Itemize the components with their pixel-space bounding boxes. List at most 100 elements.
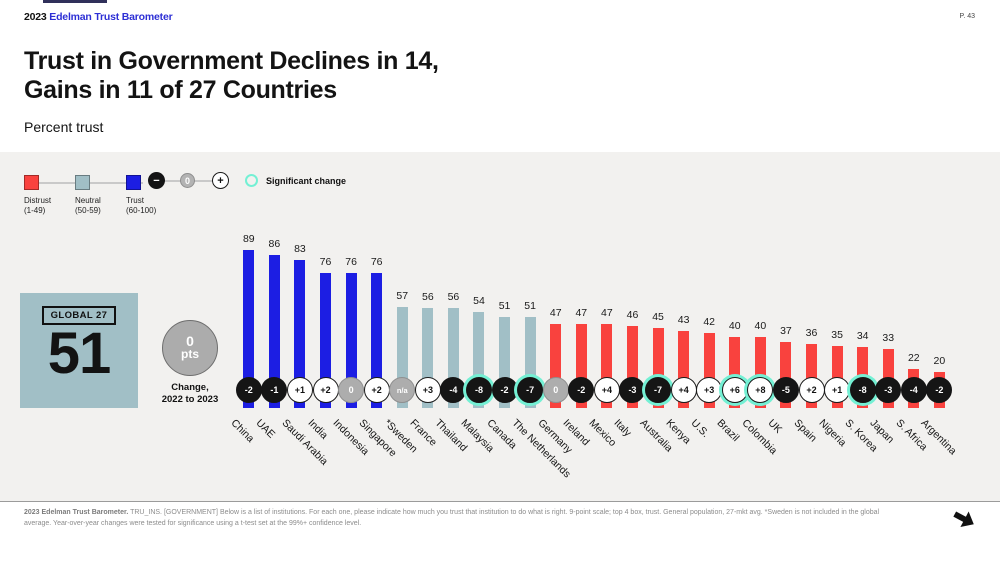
bar-column: 57 n/a *Sweden: [382, 152, 420, 456]
bar-column: 47 0 Germany: [535, 152, 574, 456]
footnote-source: 2023 Edelman Trust Barometer.: [24, 509, 129, 516]
category-label: UAE: [253, 417, 278, 441]
bar: [499, 317, 511, 408]
trust-label: Trust (60-100): [126, 196, 186, 217]
bar-column: 56 -4 Thailand: [433, 152, 470, 454]
global-27-tag: GLOBAL 27: [41, 306, 117, 325]
bar-column: 34 -8 S. Korea: [842, 152, 879, 454]
bar-column: 43 +4 Kenya: [663, 152, 697, 447]
change-badge: +1: [824, 377, 851, 403]
significant-change-legend: Significant change: [245, 174, 346, 187]
neutral-range-text: (50-59): [75, 206, 101, 216]
minus-circle-icon: −: [148, 172, 165, 189]
bar-column: 42 +3 U.S.: [689, 152, 723, 440]
change-badge: +4: [593, 377, 620, 403]
bar-column: 86 -1 UAE: [254, 152, 288, 441]
bar-column: 47 +4 Mexico: [586, 152, 620, 449]
bar: [780, 342, 792, 408]
bar-value-label: 20: [933, 355, 946, 368]
bar-column: 51 -2 Canada: [484, 152, 518, 451]
bar-value-label: 54: [473, 294, 485, 307]
bar-value-label: 46: [626, 309, 639, 322]
category-label: Spain: [791, 417, 819, 445]
zero-circle-icon: 0: [180, 173, 195, 188]
neutral-swatch: [75, 175, 90, 190]
next-page-arrow-icon[interactable]: [950, 505, 978, 533]
bar: [729, 336, 741, 408]
distrust-label-text: Distrust: [24, 196, 52, 205]
change-badge: -8: [465, 377, 492, 403]
bar-column: 76 +2 Singapore: [356, 152, 398, 460]
bar: [831, 345, 843, 408]
trust-swatch: [126, 175, 141, 190]
change-badge: -7: [645, 377, 672, 403]
neutral-label-text: Neutral: [75, 196, 101, 205]
change-badge: +4: [670, 377, 697, 403]
change-badge: 0: [542, 377, 569, 403]
bar: [703, 333, 715, 408]
bar-value-label: 56: [447, 291, 460, 304]
bar-value-label: 76: [370, 255, 383, 268]
bar-column: 54 -8 Malaysia: [458, 152, 496, 455]
category-label: Italy: [611, 417, 635, 440]
category-label: Argentina: [918, 417, 960, 458]
legend-item-distrust: Distrust (1-49): [24, 168, 84, 217]
footnote-body: TRU_INS. [GOVERNMENT] Below is a list of…: [24, 509, 880, 527]
bar-column: 56 +3 France: [407, 152, 441, 449]
bar-value-label: 42: [703, 316, 716, 329]
footnote: 2023 Edelman Trust Barometer. TRU_INS. […: [24, 508, 904, 530]
bar: [806, 343, 817, 408]
bar-column: 45 -7 Australia: [638, 152, 675, 454]
significant-change-label: Significant change: [266, 175, 347, 186]
global-change-caption: Change, 2022 to 2023: [140, 382, 240, 406]
legend-item-neutral: Neutral (50-59): [75, 168, 135, 217]
bar-column: 89 -2 China: [228, 152, 262, 445]
bar-column: 36 +2 Spain: [791, 152, 825, 444]
bar-column: 35 +1 Nigeria: [817, 152, 851, 449]
legend-item-trust: Trust (60-100): [126, 168, 186, 217]
title-line-1: Trust in Government Declines in 14,: [24, 47, 439, 75]
bar-column: 46 -3 Italy: [612, 152, 646, 439]
change-badge: -2: [491, 377, 518, 403]
bar-column: 40 +8 Colombia: [740, 152, 780, 457]
chart-panel: Distrust (1-49) Neutral (50-59) Trust (6…: [0, 152, 1000, 502]
change-badge: -8: [849, 377, 876, 403]
category-label: UK: [765, 417, 785, 436]
plus-circle-icon: +: [212, 172, 229, 189]
bar-column: 76 0 Indonesia: [331, 152, 372, 458]
bar: [678, 331, 690, 408]
bar: [320, 272, 332, 408]
bar-value-label: 76: [319, 255, 332, 268]
bar-column: 51 -7 The Netherlands: [510, 152, 573, 480]
bar-value-label: 36: [805, 326, 818, 339]
change-badge: -4: [900, 377, 927, 403]
bar-value-label: 37: [780, 325, 792, 338]
global-trust-value: 51: [47, 321, 112, 386]
global-change-circle: 0 pts: [162, 320, 218, 376]
change-badge: +6: [721, 377, 748, 403]
bar-value-label: 40: [754, 319, 767, 332]
change-badge: +1: [286, 377, 313, 403]
bar-value-label: 56: [421, 291, 434, 304]
trust-range-text: (60-100): [126, 206, 157, 216]
bar: [345, 272, 357, 408]
title-line-2: Gains in 11 of 27 Countries: [24, 76, 337, 104]
bar: [601, 324, 613, 408]
change-badge: +3: [414, 377, 441, 403]
bar-column: 22 -4 S. Africa: [893, 152, 929, 453]
bar-column: 33 -3 Japan: [868, 152, 902, 446]
page-number: P. 43: [959, 13, 975, 20]
bars-container: 89 -2 China 86 -1 UAE 83 +1 Saudi Arabia 76 +2 Indi…: [228, 152, 959, 481]
bar: [243, 249, 255, 408]
bar: [524, 317, 536, 408]
change-caption-line-2: 2022 to 2023: [161, 393, 219, 405]
category-label: Nigeria: [816, 417, 849, 450]
page-title: Trust in Government Declines in 14, Gain…: [24, 47, 439, 105]
bar-column: 47 -2 Ireland: [561, 152, 595, 448]
bar-value-label: 51: [498, 300, 511, 313]
change-badge: -1: [261, 377, 288, 403]
change-badge: +8: [747, 377, 774, 403]
bar-value-label: 47: [575, 307, 588, 320]
significant-ring-icon: [245, 174, 258, 187]
